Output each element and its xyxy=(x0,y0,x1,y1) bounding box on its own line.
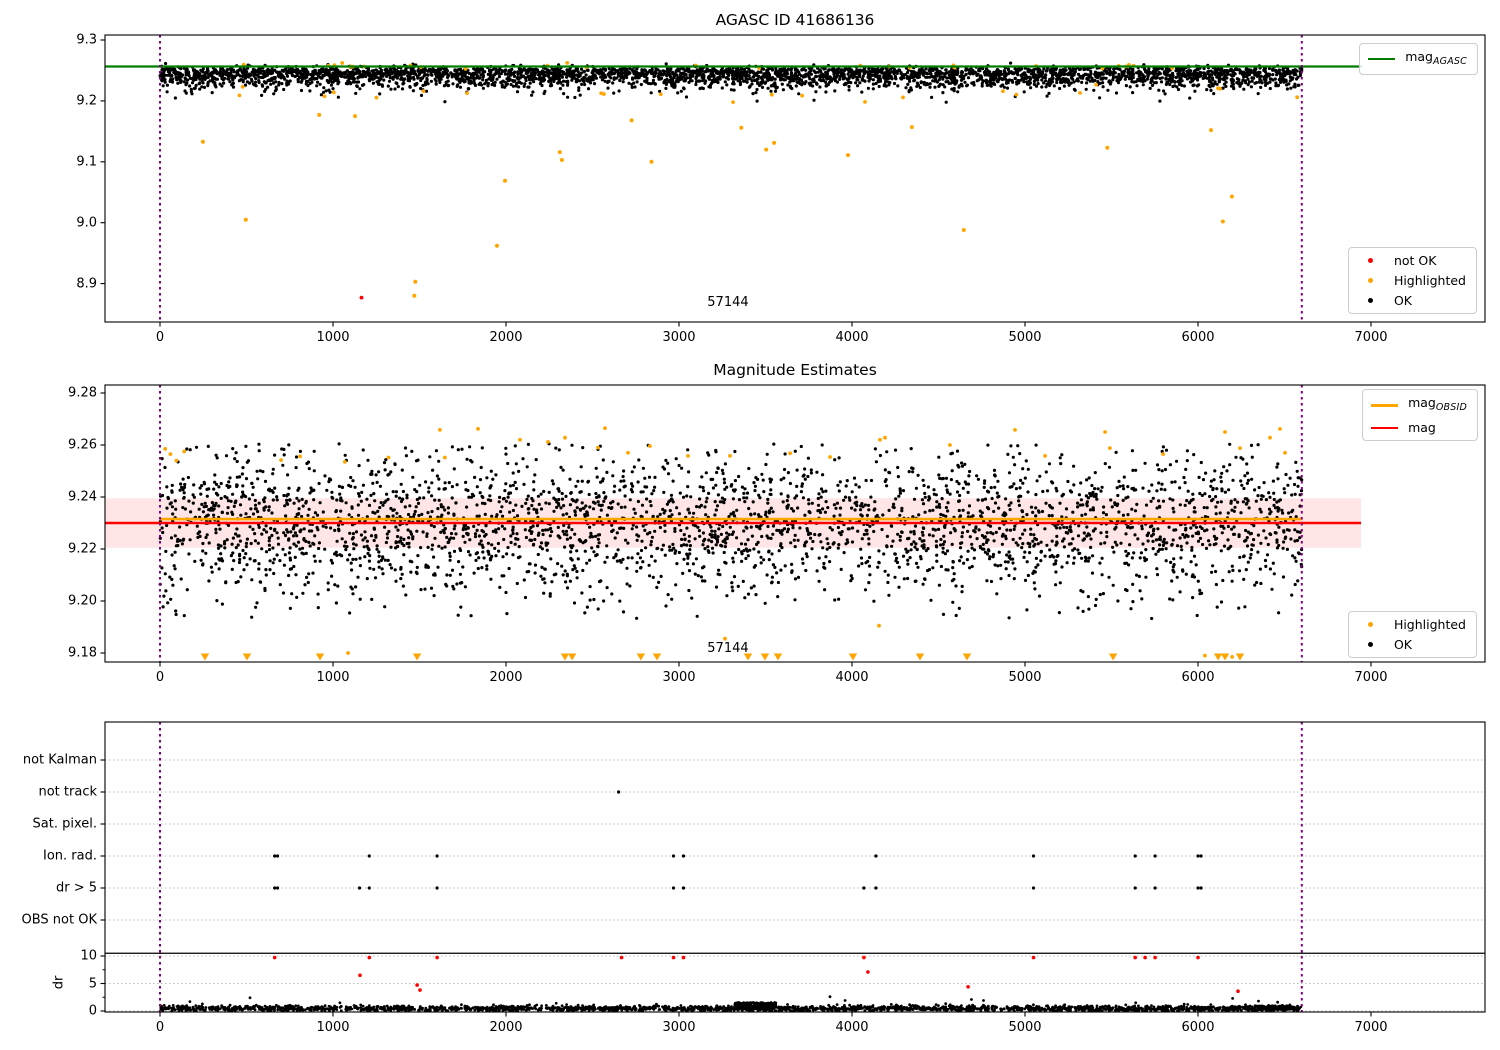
legend-label: not OK xyxy=(1393,253,1437,268)
x-tick-label: 2000 xyxy=(489,670,523,685)
y-tick-label: 9.1 xyxy=(76,154,97,170)
x-tick-label: 6000 xyxy=(1181,1020,1215,1035)
y-tick-label: 9.20 xyxy=(68,593,97,609)
legend-label: OK xyxy=(1393,637,1412,652)
legend-label: Highlighted xyxy=(1393,617,1466,632)
black-dot-swatch xyxy=(1367,642,1373,647)
y-tick-label: 9.0 xyxy=(76,215,97,231)
axes-frames-and-ticks xyxy=(100,34,1486,1017)
x-tick-label: 3000 xyxy=(662,330,696,345)
x-tick-label: 3000 xyxy=(662,670,696,685)
x-tick-label: 7000 xyxy=(1354,330,1388,345)
legend-label: Highlighted xyxy=(1393,273,1466,288)
legend-middle-points-item-0: Highlighted xyxy=(1357,616,1466,633)
legend-point-types-top: not OK Highlighted OK xyxy=(1347,247,1477,314)
legend-mag-lines-item-1: mag xyxy=(1371,419,1467,436)
x-tick-label: 7000 xyxy=(1354,1020,1388,1035)
x-tick-label: 1000 xyxy=(316,330,350,345)
dr-axis-label: dr xyxy=(51,975,67,990)
x-tick-label: 4000 xyxy=(835,330,869,345)
middle-panel-plot-area xyxy=(105,385,1361,662)
x-tick-label: 6000 xyxy=(1181,670,1215,685)
legend-label: OK xyxy=(1393,293,1412,308)
top-panel-title: AGASC ID 41686136 xyxy=(715,11,875,29)
legend-mag-agasc: magAGASC xyxy=(1359,43,1478,75)
flag-category-label: OBS not OK xyxy=(21,912,98,928)
green-line-swatch xyxy=(1368,58,1396,60)
legend-middle-points-item-1: OK xyxy=(1357,636,1466,653)
x-tick-label: 2000 xyxy=(489,1020,523,1035)
y-tick-label: 9.26 xyxy=(68,437,97,453)
bottom-panel-plot-area xyxy=(105,722,1485,1012)
flag-category-label: not Kalman xyxy=(22,752,97,768)
y-tick-label: 9.3 xyxy=(76,32,97,48)
legend-top-points-item-0: not OK xyxy=(1357,252,1466,269)
middle-panel-title: Magnitude Estimates xyxy=(713,361,877,379)
legend-mag-lines: magOBSID mag xyxy=(1362,389,1478,441)
orange-line-swatch xyxy=(1371,403,1399,407)
x-tick-label: 1000 xyxy=(316,670,350,685)
black-dot-swatch xyxy=(1367,298,1373,303)
x-tick-label: 7000 xyxy=(1354,670,1388,685)
flag-category-label: Ion. rad. xyxy=(43,848,97,864)
x-tick-label: 5000 xyxy=(1008,330,1042,345)
orange-dot-swatch xyxy=(1367,622,1373,627)
obsid-annotation-top: 57144 xyxy=(707,295,749,311)
flag-category-label: dr > 5 xyxy=(55,880,97,896)
y-tick-label: 8.9 xyxy=(76,276,97,292)
x-tick-label: 4000 xyxy=(835,1020,869,1035)
legend-item-mag-agasc: magAGASC xyxy=(1368,48,1467,70)
x-tick-label: 4000 xyxy=(835,670,869,685)
dr-tick-label: 5 xyxy=(88,976,97,991)
legend-label: mag xyxy=(1408,420,1436,435)
y-tick-label: 9.18 xyxy=(68,645,97,661)
x-tick-label: 5000 xyxy=(1008,670,1042,685)
x-tick-label: 6000 xyxy=(1181,330,1215,345)
legend-label: magOBSID xyxy=(1408,395,1467,413)
legend-label: magAGASC xyxy=(1405,49,1467,67)
legend-top-points-item-1: Highlighted xyxy=(1357,272,1466,289)
x-tick-label: 0 xyxy=(155,330,165,345)
x-tick-label: 5000 xyxy=(1008,1020,1042,1035)
top-panel-plot-area xyxy=(105,35,1362,322)
x-tick-label: 1000 xyxy=(316,1020,350,1035)
x-tick-label: 0 xyxy=(155,670,165,685)
obsid-annotation-middle: 57144 xyxy=(707,641,749,657)
y-tick-label: 9.2 xyxy=(76,93,97,109)
legend-point-types-middle: Highlighted OK xyxy=(1347,611,1477,658)
x-tick-label: 3000 xyxy=(662,1020,696,1035)
y-tick-label: 9.24 xyxy=(68,489,97,505)
flag-category-label: Sat. pixel. xyxy=(32,816,97,832)
flag-category-label: not track xyxy=(38,784,97,800)
dr-tick-label: 10 xyxy=(80,948,97,964)
legend-mag-lines-item-0: magOBSID xyxy=(1371,394,1467,416)
legend-top-points-item-2: OK xyxy=(1357,292,1466,309)
red-line-swatch xyxy=(1371,426,1399,429)
red-dot-swatch xyxy=(1367,258,1373,263)
dr-tick-label: 0 xyxy=(88,1003,97,1019)
y-tick-label: 9.22 xyxy=(68,541,97,557)
x-tick-label: 2000 xyxy=(489,330,523,345)
orange-dot-swatch xyxy=(1367,278,1373,283)
y-tick-label: 9.28 xyxy=(68,385,97,401)
x-tick-label: 0 xyxy=(155,1020,165,1035)
